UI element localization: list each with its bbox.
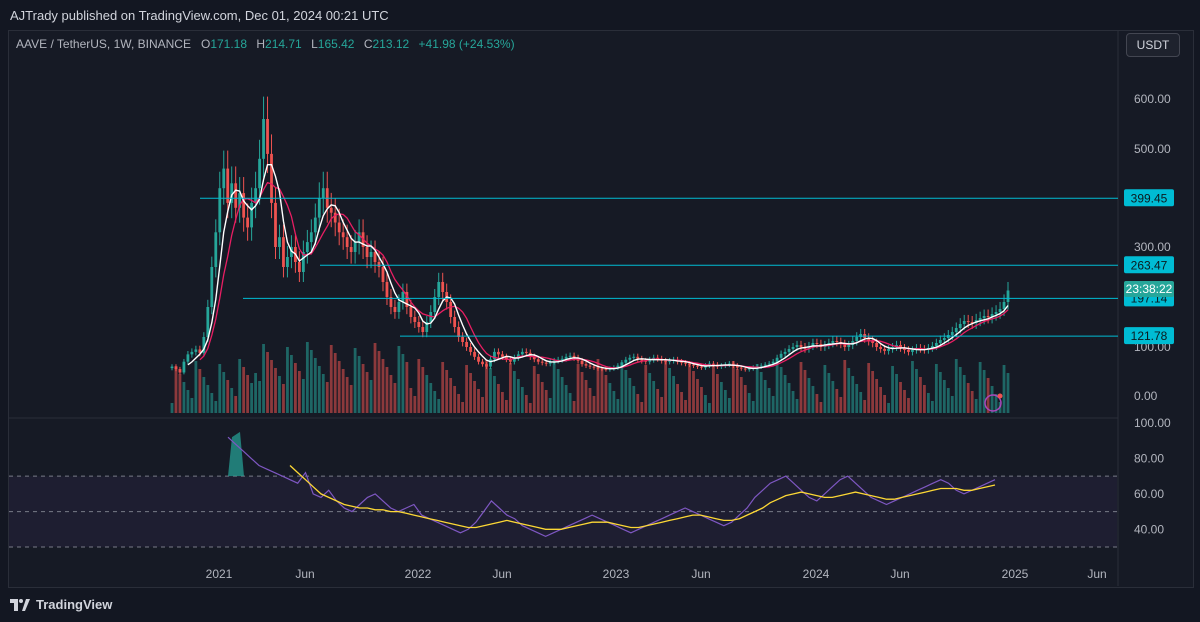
tradingview-logo[interactable]: TradingView bbox=[10, 597, 112, 612]
high-label: H bbox=[256, 37, 266, 51]
change-value: +41.98 (+24.53%) bbox=[418, 37, 515, 51]
symbol-name[interactable]: AAVE / TetherUS, 1W, BINANCE bbox=[16, 37, 191, 51]
bottom-bar bbox=[0, 588, 1200, 622]
brand-name: TradingView bbox=[36, 597, 113, 612]
symbol-ohlc-legend: AAVE / TetherUS, 1W, BINANCE O171.18 H21… bbox=[16, 37, 521, 51]
open-value: 171.18 bbox=[210, 37, 248, 51]
low-value: 165.42 bbox=[317, 37, 355, 51]
chart-container[interactable] bbox=[8, 30, 1194, 588]
open-label: O bbox=[200, 37, 211, 51]
tradingview-icon bbox=[10, 598, 30, 611]
low-label: L bbox=[311, 37, 318, 51]
high-value: 214.71 bbox=[265, 37, 302, 51]
close-label: C bbox=[363, 37, 373, 51]
currency-button[interactable]: USDT bbox=[1126, 33, 1180, 57]
top-bar bbox=[0, 0, 1200, 30]
publisher-info: AJTrady published on TradingView.com, De… bbox=[10, 8, 389, 23]
close-value: 213.12 bbox=[372, 37, 410, 51]
